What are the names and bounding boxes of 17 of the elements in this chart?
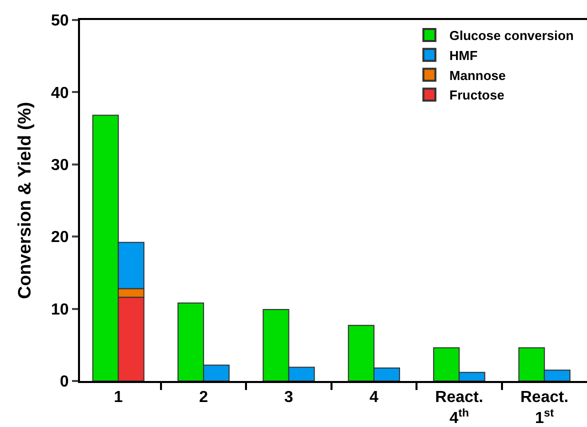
legend-label: HMF: [449, 48, 478, 63]
legend-label: Fructose: [449, 88, 504, 103]
y-tick-label: 0: [60, 374, 69, 391]
legend-label: Glucose conversion: [449, 28, 574, 44]
y-tick-label: 40: [51, 84, 69, 102]
y-tick-label: 30: [51, 157, 69, 174]
x-tick-label: 2: [199, 389, 208, 406]
x-tick-label: React. 4$^{th}$: [435, 389, 484, 427]
y-tick-label: 20: [51, 229, 69, 246]
y-tick-label: 10: [51, 301, 69, 318]
x-tick-label: React. 1$^{st}$: [520, 389, 568, 427]
x-tick-label: 1: [114, 389, 123, 406]
x-tick-label: 3: [284, 389, 294, 406]
y-axis-title: Conversion & Yield (%): [14, 102, 35, 300]
y-tick-label: 50: [51, 12, 69, 30]
legend-label: Mannose: [449, 68, 506, 83]
x-tick-label: 4: [370, 389, 379, 406]
